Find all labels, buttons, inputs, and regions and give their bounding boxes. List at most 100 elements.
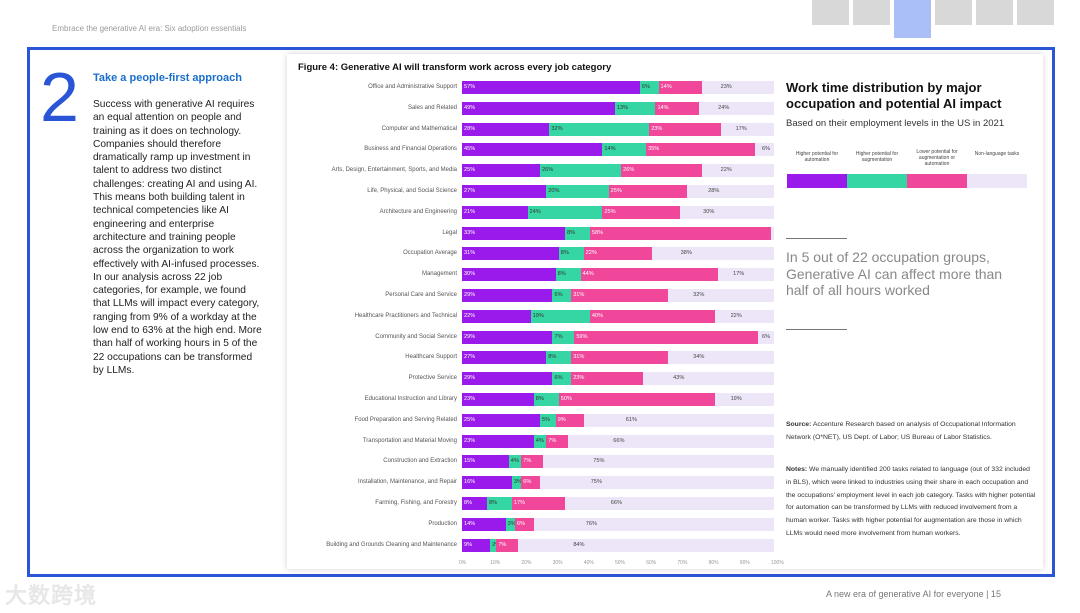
data-label: 31%	[573, 354, 585, 361]
data-label: 4%	[535, 437, 544, 444]
data-label: 8%	[488, 500, 498, 506]
bar-segment	[571, 289, 668, 302]
category-label: Office and Administrative Support	[368, 84, 457, 90]
bar-segment	[462, 205, 528, 219]
data-label: 6%	[762, 333, 771, 340]
bar-segment	[462, 164, 540, 178]
bar-segment	[549, 122, 650, 136]
section-title: Take a people-first approach	[93, 72, 242, 84]
bar-row: 29% 6% 23% 43%	[462, 372, 774, 386]
bar-segment	[462, 309, 531, 323]
data-label: 19%	[730, 396, 742, 402]
bar-segment	[540, 413, 556, 427]
data-label: 14%	[657, 104, 669, 111]
bar-segment	[462, 413, 540, 427]
category-label: Business and Financial Operations	[364, 146, 457, 153]
data-label: 6%	[554, 375, 563, 382]
bar-segment	[571, 351, 668, 365]
data-label: 30%	[703, 208, 715, 215]
data-label: 17%	[735, 125, 747, 132]
bar-segment	[462, 455, 509, 469]
data-label: 31%	[464, 250, 476, 257]
bar-segment	[571, 372, 643, 386]
page-tab[interactable]	[976, 0, 1013, 25]
data-label: 4%	[510, 458, 519, 465]
section-body: Success with generative AI requires an e…	[93, 99, 262, 376]
source-text: Accenture Research based on analysis of …	[786, 421, 1016, 441]
bar-row: 57% 6% 14% 23%	[462, 81, 774, 94]
x-tick-label: 80%	[708, 560, 719, 566]
bar-segment	[505, 517, 516, 531]
data-label: 9%	[557, 416, 566, 423]
category-label: Legal	[442, 229, 457, 236]
data-label: 75%	[593, 458, 605, 465]
bar-segment	[546, 185, 609, 198]
category-label: Computer and Mathematical	[381, 125, 457, 132]
data-label: 23%	[651, 125, 663, 132]
bar-segment	[552, 289, 572, 302]
data-label: 32%	[693, 292, 705, 298]
bar-segment	[462, 247, 559, 261]
data-label: 25%	[464, 167, 476, 174]
x-tick-label: 10%	[490, 560, 501, 566]
bar-segment	[621, 164, 703, 178]
data-label: 35%	[648, 146, 660, 153]
bar-row: 31% 8% 22% 38%	[462, 247, 774, 261]
data-label: 3%	[507, 520, 516, 527]
bar-segment	[527, 205, 603, 219]
legend-swatch-nonlanguage	[967, 174, 1027, 188]
x-tick-label: 20%	[521, 560, 532, 566]
page-tab[interactable]	[935, 0, 972, 25]
data-label: 59%	[576, 333, 588, 340]
bar-segment	[558, 247, 584, 261]
bar-segment	[462, 351, 547, 365]
page-tab-active[interactable]	[894, 0, 931, 38]
bar-segment	[486, 497, 512, 510]
bar-segment	[462, 517, 506, 531]
category-label: Farming, Fishing, and Forestry	[375, 500, 457, 506]
data-label: 7%	[523, 458, 532, 465]
legend-swatch-lower	[907, 174, 967, 188]
bar-segment	[462, 226, 565, 240]
bar-segment	[540, 164, 622, 178]
bar-segment	[649, 122, 721, 136]
page-tab[interactable]	[812, 0, 849, 25]
data-label: 14%	[660, 84, 672, 90]
chart-subheading: Based on their employment levels in the …	[786, 118, 1005, 129]
data-label: 22%	[464, 312, 476, 319]
page-tab[interactable]	[853, 0, 890, 25]
bar-row: 23% 8% 50% 19%	[462, 393, 774, 406]
watermark: 大数跨境	[5, 583, 98, 608]
data-label: 49%	[464, 104, 476, 111]
data-label: 6%	[523, 479, 532, 486]
bar-segment	[462, 476, 512, 490]
data-label: 6%	[554, 292, 563, 298]
category-label: Personal Care and Service	[385, 292, 457, 298]
category-label: Life, Physical, and Social Science	[367, 188, 457, 194]
bar-segment	[639, 81, 659, 94]
notes-label: Notes:	[786, 466, 808, 473]
data-label: 29%	[464, 375, 476, 382]
data-label: 32%	[551, 125, 563, 132]
data-label: 28%	[464, 125, 476, 132]
bar-row: 23% 4% 7% 66%	[462, 434, 774, 448]
legend-label-augmentation: Higher potential for augmentation	[855, 151, 899, 163]
bar-segment	[462, 143, 603, 157]
data-label: 7%	[498, 541, 507, 548]
data-label: 2%	[492, 542, 500, 548]
data-label: 22%	[730, 312, 742, 319]
bar-row: 29% 6% 31% 32%	[462, 289, 774, 302]
bar-segment	[511, 497, 565, 510]
category-label: Healthcare Support	[405, 354, 457, 361]
bar-segment	[602, 143, 647, 157]
data-label: 25%	[610, 188, 622, 194]
category-label: Healthcare Practitioners and Technical	[354, 312, 457, 319]
bar-segment	[546, 351, 572, 365]
legend-swatch-automation	[787, 174, 847, 188]
bar-segment	[552, 330, 575, 344]
bar-segment	[655, 101, 700, 115]
bar-row: 9% 2%7% 84%	[462, 538, 774, 552]
data-label: 23%	[720, 84, 732, 90]
data-label: 7%	[554, 333, 563, 340]
page-tab[interactable]	[1017, 0, 1054, 25]
